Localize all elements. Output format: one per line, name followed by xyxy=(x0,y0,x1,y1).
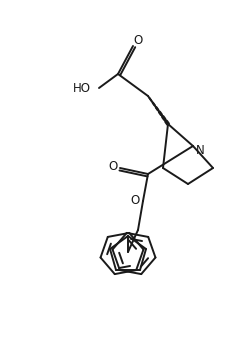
Text: O: O xyxy=(133,35,143,47)
Text: N: N xyxy=(196,144,204,156)
Text: O: O xyxy=(130,194,140,208)
Text: O: O xyxy=(108,161,118,173)
Text: HO: HO xyxy=(73,82,91,94)
